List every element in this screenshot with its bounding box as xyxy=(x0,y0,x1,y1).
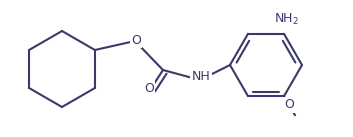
Text: O: O xyxy=(144,82,154,95)
Text: O: O xyxy=(284,98,294,111)
Text: O: O xyxy=(131,34,141,46)
Text: NH: NH xyxy=(192,71,210,83)
Text: NH$_2$: NH$_2$ xyxy=(274,12,299,27)
